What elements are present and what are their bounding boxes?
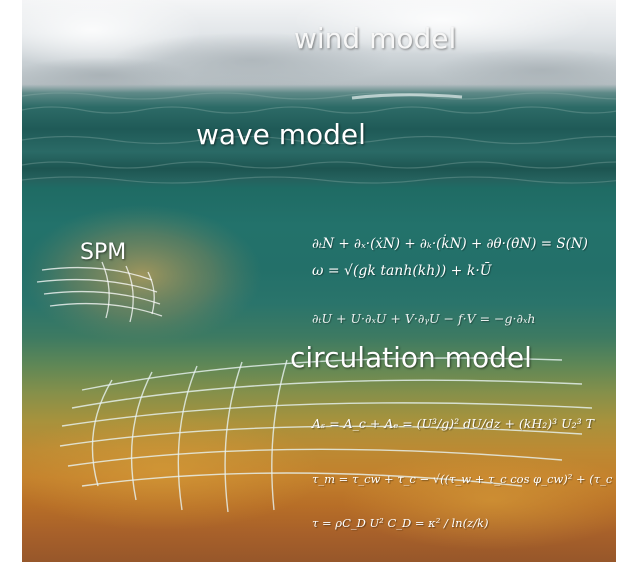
spm-label: SPM [80,240,127,265]
sediment-highlight [22,410,322,530]
dispersion-equation: ω = √(gk tanh(kh)) + k·Ū [312,263,492,279]
momentum-equation: ∂ₜU + U·∂ₓU + V·∂ᵧU − f·V = −g·∂ₓh [312,311,536,326]
action-balance-equation: ∂ₜN + ∂ₓ·(ẋN) + ∂ₖ·(k̇N) + ∂θ·(θ̇N) = S(… [312,236,588,252]
wind-model-label: wind model [294,22,457,55]
bed-stress-equation: τ_m = τ_cw + τ_c − √((τ_w + τ_c cos φ_cw… [312,472,616,486]
wave-model-label: wave model [196,118,366,151]
growth-equation: Aₛ = A_c + Aₑ = (U³/g)² dU/dz + (kH₂)³ U… [312,416,594,431]
cloud-layer [22,0,616,93]
ocean-modeling-diagram: wind model wave model SPM circulation mo… [22,0,616,562]
circulation-flow-lines [59,357,593,513]
friction-equation: τ = ρC_D U² C_D = κ² / ln(z/k) [312,516,489,530]
spm-plume [22,205,262,345]
spm-flow-lines [36,261,163,323]
background-art [22,0,616,550]
circulation-model-label: circulation model [290,341,532,374]
wave-surface [22,92,616,184]
wave-crest [351,93,463,100]
